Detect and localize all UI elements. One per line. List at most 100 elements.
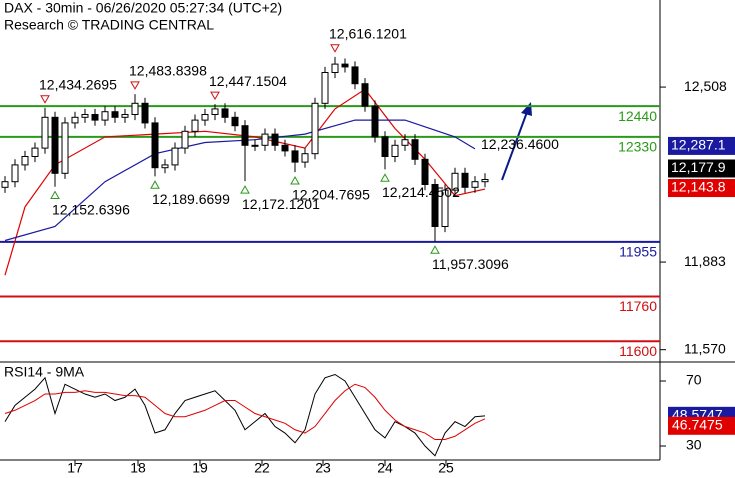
candle-body bbox=[391, 144, 399, 158]
candle-body bbox=[321, 72, 329, 104]
level-label: 12440 bbox=[618, 108, 657, 124]
candle-body bbox=[211, 108, 219, 116]
price-label: 12,177.9 bbox=[671, 159, 726, 175]
candle-body bbox=[161, 164, 169, 169]
candle-body bbox=[401, 139, 409, 146]
high-label: 12,434.2695 bbox=[39, 76, 117, 92]
candle-body bbox=[151, 122, 159, 169]
low-marker bbox=[290, 175, 300, 185]
high-marker bbox=[130, 81, 140, 90]
level-label: 12330 bbox=[618, 139, 657, 155]
candle-body bbox=[131, 102, 139, 116]
x-tick-label: 23 bbox=[315, 460, 331, 476]
candle-body bbox=[171, 147, 179, 166]
candle-body bbox=[441, 189, 449, 227]
candle-body bbox=[411, 139, 419, 160]
red-ma-label: 12,143.8 bbox=[671, 179, 726, 195]
candle-body bbox=[61, 122, 69, 174]
low-marker bbox=[240, 185, 250, 194]
chart-subtitle: Research © TRADING CENTRAL bbox=[4, 17, 214, 33]
x-tick-label: 22 bbox=[254, 460, 270, 476]
candle-body bbox=[241, 125, 249, 146]
low-label: 12,152.6396 bbox=[52, 201, 130, 217]
low-label: 12,204.7695 bbox=[292, 187, 370, 203]
x-tick-label: 19 bbox=[192, 460, 208, 476]
candle-body bbox=[31, 147, 39, 158]
candle-body bbox=[421, 158, 429, 185]
low-label: 11,957.3096 bbox=[432, 256, 509, 272]
candle-body bbox=[471, 181, 479, 188]
low-marker bbox=[430, 245, 440, 254]
candle-body bbox=[431, 183, 439, 227]
low-label: 12,172.1201 bbox=[242, 196, 320, 212]
candle-body bbox=[291, 150, 299, 163]
rsi-title: RSI14 - 9MA bbox=[4, 364, 85, 380]
x-tick-label: 25 bbox=[438, 460, 454, 476]
y-tick-label: 11,883 bbox=[684, 253, 726, 269]
candle-body bbox=[101, 111, 109, 121]
note-label: 12,236.4600 bbox=[481, 136, 559, 152]
high-label: 12,447.1504 bbox=[209, 73, 287, 89]
rsi-tick-label: 70 bbox=[686, 372, 702, 388]
candle-body bbox=[231, 116, 239, 127]
x-tick-label: 18 bbox=[130, 460, 146, 476]
candle-body bbox=[21, 156, 29, 166]
chart-title: DAX - 30min - 06/26/2020 05:27:34 (UTC+2… bbox=[4, 0, 282, 16]
low-marker bbox=[150, 180, 160, 189]
rsi-line bbox=[4, 383, 486, 441]
candle-body bbox=[181, 130, 189, 149]
x-tick-label: 17 bbox=[67, 460, 83, 476]
blue-ma-label: 12,287.1 bbox=[671, 137, 726, 153]
candle-body bbox=[251, 144, 259, 147]
low-marker bbox=[380, 173, 390, 182]
price-box bbox=[668, 159, 735, 178]
candle-body bbox=[11, 164, 19, 183]
candle-body bbox=[451, 172, 459, 191]
y-tick-label: 12,508 bbox=[684, 78, 727, 94]
level-label: 11760 bbox=[619, 298, 657, 314]
low-marker bbox=[50, 190, 60, 200]
candle-body bbox=[461, 172, 469, 188]
candle-body bbox=[301, 153, 309, 163]
level-label: 11600 bbox=[619, 343, 657, 359]
red-ma-box bbox=[668, 179, 735, 198]
candle-body bbox=[81, 114, 89, 118]
high-label: 12,483.8398 bbox=[129, 63, 207, 79]
candle-body bbox=[281, 144, 289, 152]
high-label: 12,616.1201 bbox=[329, 26, 407, 42]
rsi-value-label: 46.7475 bbox=[672, 417, 723, 433]
rsi-tick-label: 30 bbox=[686, 437, 702, 453]
candle-body bbox=[361, 83, 369, 107]
candle-body bbox=[271, 133, 279, 146]
candle-body bbox=[261, 133, 269, 146]
candle-body bbox=[141, 102, 149, 124]
candle-body bbox=[121, 114, 129, 118]
level-label: 11955 bbox=[619, 244, 657, 260]
candle-body bbox=[381, 136, 389, 158]
candle-body bbox=[311, 102, 319, 155]
candle-body bbox=[1, 181, 9, 188]
blue-ma-box bbox=[668, 136, 735, 155]
candle-body bbox=[331, 63, 339, 74]
candle-body bbox=[481, 178, 489, 183]
high-marker bbox=[210, 91, 220, 101]
candle-body bbox=[191, 119, 199, 132]
candle-body bbox=[371, 105, 379, 138]
candle-body bbox=[71, 116, 79, 124]
y-tick-label: 11,570 bbox=[684, 340, 726, 356]
low-label: 12,189.6699 bbox=[152, 191, 230, 207]
rsi-box bbox=[668, 416, 735, 435]
candle-body bbox=[91, 114, 99, 121]
candle-body bbox=[111, 111, 119, 118]
candle-body bbox=[201, 114, 209, 121]
candle-body bbox=[351, 66, 359, 85]
candle-body bbox=[221, 108, 229, 118]
forecast-arrow bbox=[501, 111, 528, 181]
high-marker bbox=[40, 95, 50, 104]
x-tick-label: 24 bbox=[377, 460, 393, 476]
low-label: 12,214.4502 bbox=[382, 184, 460, 200]
candle-body bbox=[341, 63, 349, 68]
high-marker bbox=[330, 44, 340, 53]
